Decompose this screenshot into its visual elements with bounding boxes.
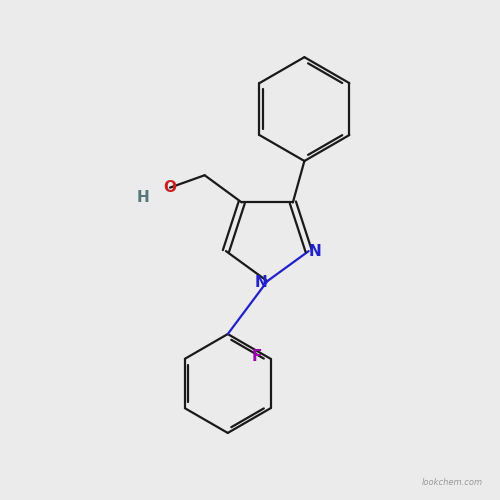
Text: O: O <box>164 180 176 195</box>
Text: H: H <box>136 190 149 205</box>
Text: lookchem.com: lookchem.com <box>422 478 482 488</box>
Text: F: F <box>252 349 262 364</box>
Text: N: N <box>308 244 322 258</box>
Text: N: N <box>254 274 268 289</box>
